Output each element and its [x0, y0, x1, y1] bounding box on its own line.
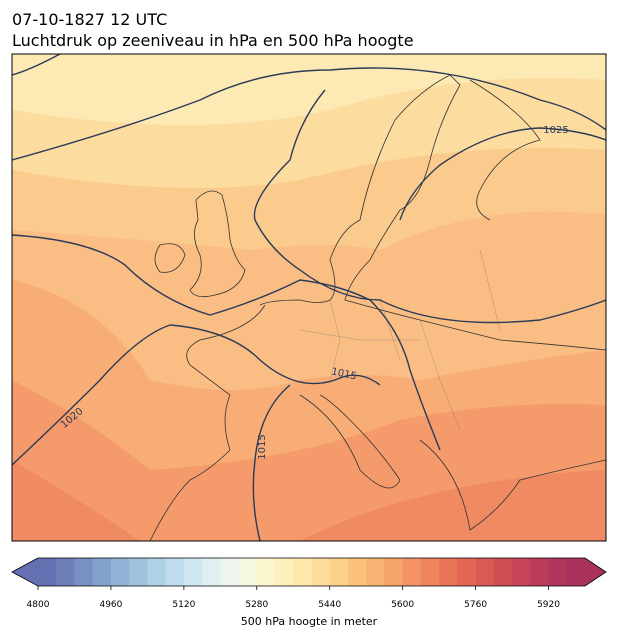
colorbar-bin	[220, 558, 239, 586]
colorbar-label: 500 hPa hoogte in meter	[241, 615, 378, 628]
colorbar-tick-label: 5440	[318, 600, 341, 610]
main-title: Luchtdruk op zeeniveau in hPa en 500 hPa…	[12, 31, 414, 50]
colorbar-bin	[475, 558, 495, 586]
colorbar-tick-label: 4960	[99, 600, 122, 610]
colorbar-bin	[311, 558, 331, 586]
map-frame	[11, 53, 607, 542]
colorbar-bin	[238, 558, 258, 586]
isobar	[12, 324, 381, 466]
colorbar-bin	[256, 558, 276, 586]
colorbar-bin	[74, 558, 94, 586]
isobar	[253, 89, 606, 324]
colorbar-bin	[347, 558, 367, 586]
coastline	[419, 439, 606, 531]
colorbar-bin	[165, 558, 185, 586]
isobar	[252, 384, 291, 541]
colorbar-bin	[129, 558, 148, 586]
isobar	[12, 234, 441, 451]
colorbar-bin	[92, 558, 112, 586]
colorbar-tick-label: 5120	[172, 600, 195, 610]
colorbar-bin	[548, 558, 568, 586]
coastline	[189, 190, 246, 298]
isobar	[12, 54, 61, 76]
coastline	[149, 304, 266, 541]
date-title: 07-10-1827 12 UTC	[12, 10, 167, 29]
coastline	[299, 394, 401, 489]
country-border	[299, 249, 501, 431]
colorbar-bin	[512, 558, 531, 586]
colorbar-bin	[329, 558, 349, 586]
colorbar-bin	[293, 558, 312, 586]
colorbar-tick-label: 4800	[27, 600, 50, 610]
colorbar-bin	[38, 558, 57, 586]
map: 1025 1015 1020 1015	[12, 54, 606, 541]
isobar	[399, 127, 606, 221]
contour-label: 1015	[257, 434, 268, 459]
colorbar-bin	[420, 558, 440, 586]
field-band	[12, 460, 606, 541]
colorbar-tick-label: 5920	[537, 600, 560, 610]
colorbar-bin	[566, 558, 586, 586]
colorbar-bin	[275, 558, 294, 586]
isobar	[12, 67, 606, 161]
contour-label: 1015	[330, 366, 357, 382]
coastline	[154, 243, 186, 273]
colorbar-bin	[457, 558, 476, 586]
colorbar-bin	[530, 558, 549, 586]
colorbar-bin	[183, 558, 203, 586]
colorbar-bin	[56, 558, 75, 586]
colorbar-bin	[402, 558, 422, 586]
coastline	[469, 79, 541, 221]
colorbar-bin	[366, 558, 385, 586]
colorbar: 4800 4960 5120 5280 5440 5600 5760 5920	[11, 557, 607, 610]
colorbar-bin	[493, 558, 513, 586]
colorbar-bin	[147, 558, 167, 586]
colorbar-extend-low	[12, 558, 38, 586]
colorbar-bin	[202, 558, 221, 586]
colorbar-bin	[110, 558, 130, 586]
colorbar-tick-label: 5760	[464, 600, 487, 610]
colorbar-tick-label: 5600	[391, 600, 414, 610]
colorbar-outline	[11, 557, 607, 587]
contour-label: 1025	[543, 125, 568, 136]
colorbar-bin	[384, 558, 404, 586]
colorbar-extend-high	[585, 558, 606, 586]
colorbar-tick-label: 5280	[245, 600, 268, 610]
colorbar-bin	[439, 558, 458, 586]
